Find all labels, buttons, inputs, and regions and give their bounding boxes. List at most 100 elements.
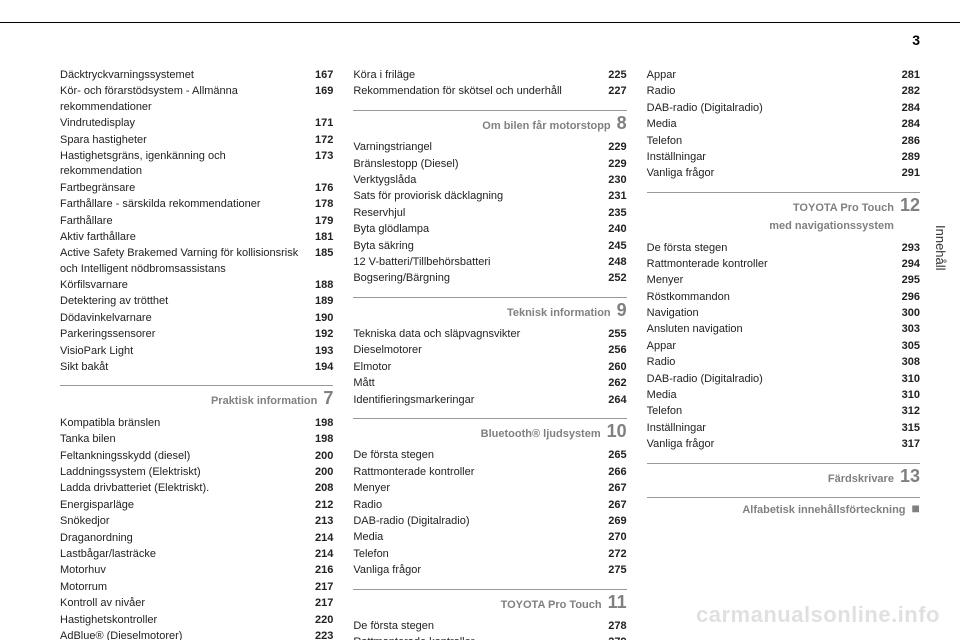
toc-entry-page: 193 (315, 344, 333, 359)
toc-entry: Körfilsvarnare188 (60, 278, 333, 293)
toc-entry-page: 225 (608, 68, 626, 83)
toc-entry-page: 176 (315, 181, 333, 196)
toc-entry-page: 293 (902, 241, 920, 256)
col1-block-a: Däcktryckvarningssystemet167Kör- och för… (60, 68, 333, 375)
section-9: Teknisk information 9 (353, 297, 626, 321)
toc-entry-page: 217 (315, 580, 333, 595)
toc-entry-page: 284 (902, 117, 920, 132)
toc-entry-label: Media (647, 388, 902, 403)
toc-entry-label: Köra i friläge (353, 68, 608, 83)
toc-entry-label: Radio (353, 498, 608, 513)
toc-entry: Sats för proviorisk däcklagning231 (353, 189, 626, 204)
toc-entry-label: Körfilsvarnare (60, 278, 315, 293)
toc-entry-label: Rattmonterade kontroller (353, 465, 608, 480)
toc-entry-label: Navigation (647, 306, 902, 321)
section-title: Färdskrivare (828, 472, 894, 487)
toc-entry-label: De första stegen (647, 241, 902, 256)
toc-entry-page: 212 (315, 498, 333, 513)
toc-entry-label: Sats för proviorisk däcklagning (353, 189, 608, 204)
toc-entry: Hastighetskontroller220 (60, 613, 333, 628)
toc-entry-label: Ladda drivbatteriet (Elektriskt). (60, 481, 315, 496)
toc-entry-label: Däcktryckvarningssystemet (60, 68, 315, 83)
toc-entry-label: Byta glödlampa (353, 222, 608, 237)
toc-entry-page: 167 (315, 68, 333, 83)
toc-entry-page: 300 (902, 306, 920, 321)
toc-entry-label: Vanliga frågor (353, 563, 608, 578)
toc-entry: Bogsering/Bärgning252 (353, 271, 626, 286)
toc-entry-label: Radio (647, 355, 902, 370)
toc-entry-label: Farthållare - särskilda rekommendationer (60, 197, 315, 212)
section-10: Bluetooth® ljudsystem 10 (353, 418, 626, 442)
toc-entry-page: 286 (902, 134, 920, 149)
toc-entry-label: Motorhuv (60, 563, 315, 578)
toc-entry: Radio267 (353, 498, 626, 513)
toc-entry-page: 220 (315, 613, 333, 628)
section-number: 13 (900, 467, 920, 485)
section-11: TOYOTA Pro Touch 11 (353, 589, 626, 613)
toc-entry: Rattmonterade kontroller266 (353, 465, 626, 480)
section-number: 10 (607, 422, 627, 440)
toc-entry-page: 231 (608, 189, 626, 204)
toc-entry-page: 260 (608, 360, 626, 375)
section-head: Bluetooth® ljudsystem 10 (353, 422, 626, 442)
toc-entry: Identifieringsmarkeringar264 (353, 393, 626, 408)
section-number: 8 (617, 114, 627, 132)
section-title-line2: med navigationssystem (769, 219, 894, 234)
toc-entry: Kör- och förarstödsystem - Allmänna reko… (60, 84, 333, 115)
toc-entry: Menyer295 (647, 273, 920, 288)
toc-entry: Elmotor260 (353, 360, 626, 375)
col3-block-a: Appar281Radio282DAB-radio (Digitalradio)… (647, 68, 920, 182)
toc-entry-label: Tekniska data och släpvagnsvikter (353, 327, 608, 342)
toc-entry-page: 296 (902, 290, 920, 305)
toc-entry-label: De första stegen (353, 619, 608, 634)
toc-entry-page: 303 (902, 322, 920, 337)
toc-entry-page: 272 (608, 547, 626, 562)
toc-entry-page: 294 (902, 257, 920, 272)
toc-entry-label: Menyer (353, 481, 608, 496)
toc-entry: Inställningar315 (647, 421, 920, 436)
toc-entry: Reservhjul235 (353, 206, 626, 221)
toc-entry-page: 223 (315, 629, 333, 640)
toc-entry: Byta säkring245 (353, 239, 626, 254)
toc-entry-page: 171 (315, 116, 333, 131)
toc-entry-page: 284 (902, 101, 920, 116)
section-title: Om bilen får motorstopp (482, 119, 610, 134)
toc-entry-page: 252 (608, 271, 626, 286)
toc-entry: Röstkommandon296 (647, 290, 920, 305)
toc-entry: De första stegen265 (353, 448, 626, 463)
section-12: TOYOTA Pro Touch 12 med navigationssyste… (647, 192, 920, 235)
toc-columns: Däcktryckvarningssystemet167Kör- och för… (60, 68, 920, 640)
toc-entry-label: Bogsering/Bärgning (353, 271, 608, 286)
side-tab-label: Innehåll (933, 225, 948, 271)
toc-entry-page: 291 (902, 166, 920, 181)
toc-entry-label: Mått (353, 376, 608, 391)
toc-entry: Telefon312 (647, 404, 920, 419)
toc-entry: Dieselmotorer256 (353, 343, 626, 358)
toc-entry-page: 235 (608, 206, 626, 221)
toc-entry: Navigation300 (647, 306, 920, 321)
toc-entry-label: Motorrum (60, 580, 315, 595)
toc-entry-page: 208 (315, 481, 333, 496)
toc-entry-label: Elmotor (353, 360, 608, 375)
toc-entry-label: De första stegen (353, 448, 608, 463)
toc-entry-label: Dödavinkelvarnare (60, 311, 315, 326)
toc-entry-label: DAB-radio (Digitalradio) (647, 101, 902, 116)
toc-entry-label: Vanliga frågor (647, 166, 902, 181)
section-title: TOYOTA Pro Touch (793, 201, 894, 216)
toc-entry: Sikt bakåt194 (60, 360, 333, 375)
section-7: Praktisk information 7 (60, 385, 333, 409)
toc-entry-page: 213 (315, 514, 333, 529)
toc-entry-label: Kör- och förarstödsystem - Allmänna reko… (60, 84, 315, 115)
toc-entry-label: DAB-radio (Digitalradio) (353, 514, 608, 529)
toc-entry-page: 315 (902, 421, 920, 436)
toc-entry: Radio308 (647, 355, 920, 370)
toc-entry-label: Rattmonterade kontroller (353, 635, 608, 640)
toc-entry: Dödavinkelvarnare190 (60, 311, 333, 326)
toc-entry-label: Telefon (647, 134, 902, 149)
toc-entry-label: Kontroll av nivåer (60, 596, 315, 611)
toc-entry: Media310 (647, 388, 920, 403)
toc-entry: Feltankningsskydd (diesel)200 (60, 449, 333, 464)
toc-entry-label: Sikt bakåt (60, 360, 315, 375)
toc-entry: Parkeringssensorer192 (60, 327, 333, 342)
toc-entry-label: 12 V-batteri/Tillbehörsbatteri (353, 255, 608, 270)
